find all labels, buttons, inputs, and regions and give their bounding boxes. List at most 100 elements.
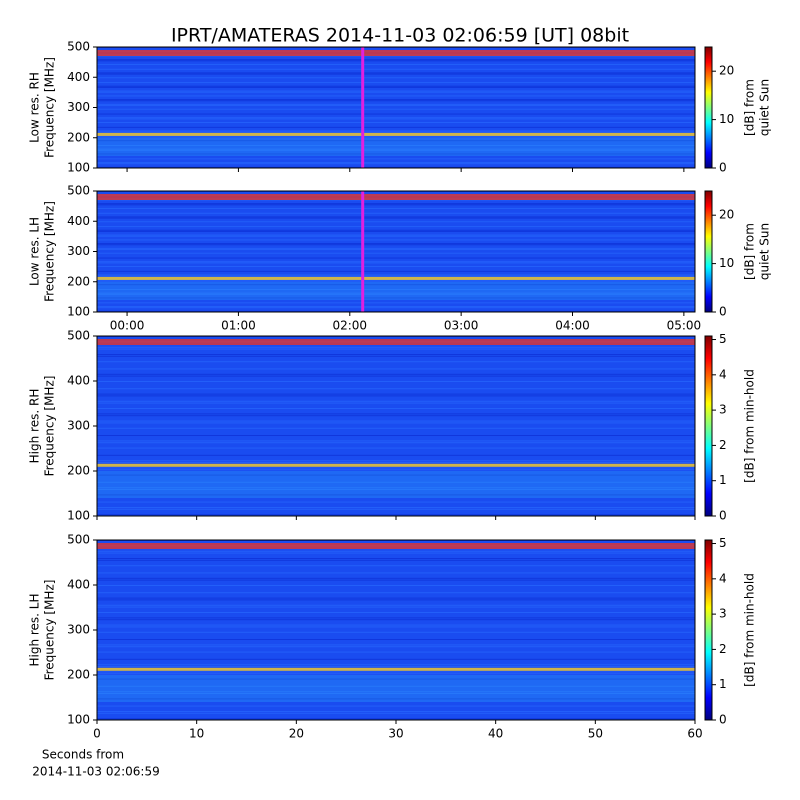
x-tick-label: 04:00 <box>555 319 590 333</box>
spectrogram-texture <box>97 68 695 70</box>
spectrogram-texture <box>97 467 695 469</box>
spectrogram-texture <box>97 671 695 673</box>
spectrogram-texture <box>97 474 695 476</box>
x-tick-label: 03:00 <box>444 319 479 333</box>
spectrogram-texture <box>97 489 695 490</box>
y-axis-label: Frequency [MHz] <box>43 201 57 302</box>
spectrogram-texture <box>97 487 695 489</box>
spectrogram-texture <box>97 420 695 422</box>
y-tick-label: 300 <box>67 623 90 637</box>
y-tick-label: 400 <box>67 578 90 592</box>
spectrogram-texture <box>97 346 695 348</box>
x-tick-label: 02:00 <box>332 319 367 333</box>
spectrogram-texture <box>97 442 695 444</box>
spectrogram <box>97 336 695 516</box>
spectrogram-texture <box>97 550 695 552</box>
spectrogram-texture <box>97 280 695 282</box>
y-tick-label: 100 <box>67 161 90 175</box>
y-tick-label: 100 <box>67 305 90 319</box>
colorbar <box>704 46 713 169</box>
spectrogram-texture <box>97 239 695 241</box>
y-axis-label: Frequency [MHz] <box>43 376 57 477</box>
figure-title: IPRT/AMATERAS 2014-11-03 02:06:59 [UT] 0… <box>171 25 629 47</box>
spectrogram-texture <box>97 612 695 613</box>
spectrogram-texture <box>97 82 695 84</box>
spectrogram-texture <box>97 402 695 404</box>
colorbar-label: [dB] from min-hold <box>743 573 757 687</box>
spectrogram-texture <box>97 99 695 101</box>
y-axis-label: Frequency [MHz] <box>43 57 57 158</box>
y-tick-label: 400 <box>67 374 90 388</box>
spectrogram-texture <box>97 361 695 363</box>
spectrogram-texture <box>97 132 695 136</box>
y-tick-label: 100 <box>67 509 90 523</box>
x-tick-label: 00:00 <box>110 319 145 333</box>
spectrogram-texture <box>97 73 695 75</box>
spectrogram-texture <box>97 307 695 309</box>
colorbar-tick-label: 0 <box>719 713 727 727</box>
spectrogram-texture <box>97 103 695 105</box>
spectrogram-texture <box>97 95 695 97</box>
spectrogram-texture <box>97 60 695 62</box>
spectrogram-texture <box>97 597 695 599</box>
spectrogram-texture <box>97 626 695 628</box>
spectrogram-texture <box>97 675 695 702</box>
spectrogram-texture <box>97 375 695 377</box>
spectrogram-texture <box>97 471 695 498</box>
spectrogram-texture <box>97 247 695 249</box>
spectrogram-texture <box>97 230 695 232</box>
spectrogram-texture <box>97 667 695 671</box>
spectrogram-texture <box>97 501 695 503</box>
colorbar-tick-label: 0 <box>719 305 727 319</box>
y-axis-label: High res. RH <box>28 389 42 464</box>
spectrogram-texture <box>97 508 695 510</box>
colorbar-label: [dB] from <box>743 223 757 280</box>
spectrogram-texture <box>97 153 695 155</box>
spectrogram-texture <box>97 262 695 264</box>
x-tick-label: 0 <box>93 727 101 741</box>
spectrogram-texture <box>97 63 695 65</box>
spectrogram-texture <box>97 585 695 586</box>
spectrogram-texture <box>97 216 695 218</box>
spectrogram-texture <box>97 131 695 133</box>
spectrogram-texture <box>97 543 695 549</box>
spectrogram-texture <box>97 339 695 345</box>
x-tick-label: 05:00 <box>667 319 702 333</box>
spectrogram-texture <box>97 599 695 601</box>
y-axis-label: Low res. RH <box>28 72 42 143</box>
spectrogram-texture <box>97 685 695 687</box>
spectrogram <box>97 191 695 312</box>
colorbar-tick-label: 2 <box>719 642 727 656</box>
colorbar-tick-label: 3 <box>719 403 727 417</box>
spectrogram-texture <box>97 718 695 720</box>
spectrogram-texture <box>97 229 695 231</box>
y-tick-label: 300 <box>67 419 90 433</box>
spectrogram-texture <box>97 126 695 128</box>
spectrogram-texture <box>97 249 695 251</box>
spectrogram-texture <box>97 462 695 463</box>
y-axis-label: High res. LH <box>28 593 42 666</box>
spectrogram-texture <box>97 158 695 160</box>
spectrogram-texture <box>97 203 695 205</box>
y-tick-label: 200 <box>67 668 90 682</box>
spectrogram-texture <box>97 413 695 415</box>
colorbar-label: quiet Sun <box>758 223 772 280</box>
spectrogram-texture <box>97 221 695 223</box>
spectrogram-texture <box>97 711 695 712</box>
colorbar-tick-label: 10 <box>719 256 734 270</box>
spectrogram-texture <box>97 664 695 666</box>
spectrogram-texture <box>97 50 695 56</box>
colorbar-tick-label: 10 <box>719 112 734 126</box>
y-tick-label: 500 <box>67 329 90 343</box>
colorbar-tick-label: 1 <box>719 473 727 487</box>
colorbar-label: [dB] from min-hold <box>743 369 757 483</box>
spectrogram-texture <box>97 276 695 280</box>
x-axis-label: 2014-11-03 02:06:59 <box>32 765 159 779</box>
spectrogram-texture <box>97 666 695 667</box>
colorbar <box>704 190 713 313</box>
x-tick-label: 60 <box>687 727 702 741</box>
spectrogram-texture <box>97 90 695 92</box>
spectrogram-texture <box>97 631 695 633</box>
y-tick-label: 300 <box>67 100 90 114</box>
spectrogram-texture <box>97 217 695 219</box>
